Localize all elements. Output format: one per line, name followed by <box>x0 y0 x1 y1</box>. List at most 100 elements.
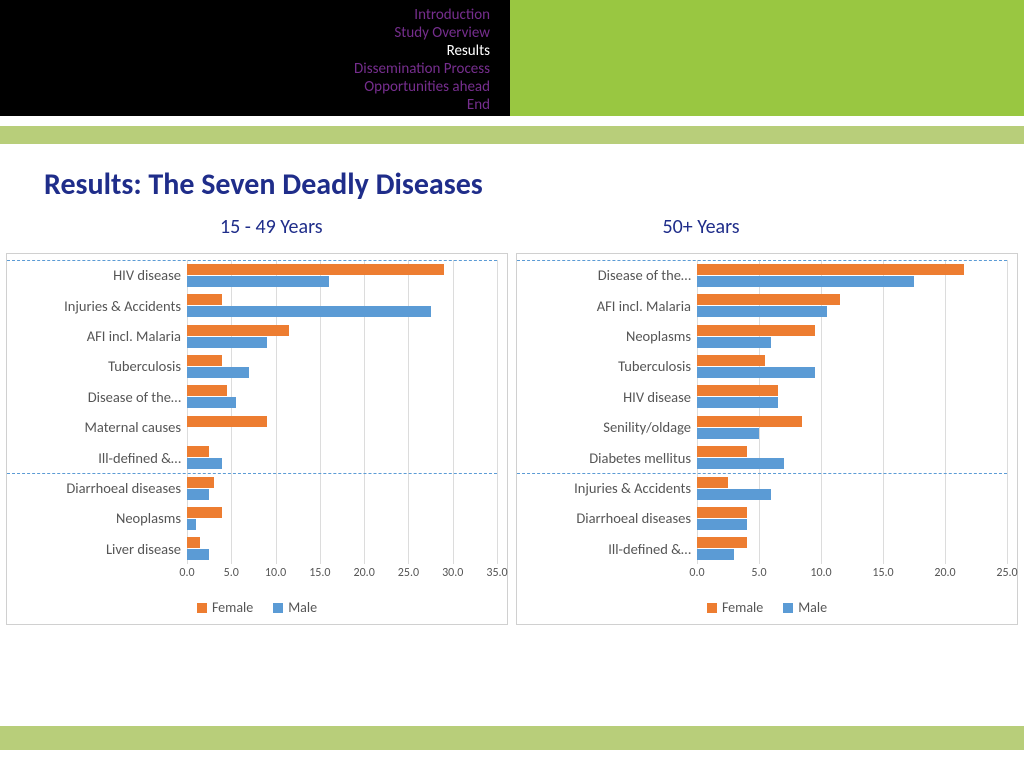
top-banner: IntroductionStudy OverviewResultsDissemi… <box>0 0 1024 116</box>
bar-male <box>697 276 914 287</box>
bar-male <box>697 519 747 530</box>
charts-container: HIV diseaseInjuries & AccidentsAFI incl.… <box>6 253 1018 625</box>
chart-left-title: 15 - 49 Years <box>220 215 323 239</box>
dashed-separator <box>7 260 497 261</box>
legend-swatch-female <box>197 603 207 613</box>
bar-row <box>187 351 497 381</box>
dashed-separator <box>517 473 1007 474</box>
bar-female <box>187 416 267 427</box>
separator-bar <box>0 126 1024 144</box>
chart-left: HIV diseaseInjuries & AccidentsAFI incl.… <box>6 253 508 625</box>
bar-male <box>697 397 778 408</box>
x-tick: 10.0 <box>265 566 286 580</box>
legend-label-male: Male <box>798 599 827 616</box>
bar-male <box>697 489 771 500</box>
bar-female <box>697 537 747 548</box>
bar-female <box>697 507 747 518</box>
category-label: Tuberculosis <box>7 351 187 381</box>
bar-row <box>697 260 1007 290</box>
page-title: Results: The Seven Deadly Diseases <box>44 166 1024 203</box>
legend-label-female: Female <box>722 599 763 616</box>
bar-female <box>187 294 222 305</box>
x-tick: 5.0 <box>751 566 766 580</box>
x-tick: 5.0 <box>224 566 239 580</box>
bar-row <box>697 351 1007 381</box>
legend-label-female: Female <box>212 599 253 616</box>
legend-swatch-male <box>273 603 283 613</box>
bar-row <box>187 260 497 290</box>
bar-row <box>697 382 1007 412</box>
category-label: Diarrhoeal diseases <box>7 473 187 503</box>
bar-female <box>697 264 964 275</box>
bar-female <box>697 294 840 305</box>
bar-row <box>697 503 1007 533</box>
nav-item-4[interactable]: Opportunities ahead <box>364 78 490 96</box>
category-label: Diabetes mellitus <box>517 442 697 472</box>
bar-female <box>697 355 765 366</box>
category-label: HIV disease <box>7 260 187 290</box>
subtitles: 15 - 49 Years 50+ Years <box>0 215 1024 239</box>
bar-female <box>697 385 778 396</box>
bar-male <box>697 306 827 317</box>
category-label: Neoplasms <box>7 503 187 533</box>
x-tick: 20.0 <box>354 566 375 580</box>
bar-row <box>697 412 1007 442</box>
x-tick: 0.0 <box>689 566 704 580</box>
nav-box: IntroductionStudy OverviewResultsDissemi… <box>0 0 510 116</box>
bar-row <box>187 442 497 472</box>
category-label: AFI incl. Malaria <box>517 290 697 320</box>
category-label: Diarrhoeal diseases <box>517 503 697 533</box>
category-label: AFI incl. Malaria <box>7 321 187 351</box>
bar-female <box>187 385 227 396</box>
x-tick: 25.0 <box>398 566 419 580</box>
bar-male <box>697 337 771 348</box>
bar-female <box>187 537 200 548</box>
nav-item-3[interactable]: Dissemination Process <box>354 60 490 78</box>
bar-female <box>187 355 222 366</box>
bar-male <box>187 276 329 287</box>
dashed-separator <box>517 260 1007 261</box>
bar-row <box>187 382 497 412</box>
bar-female <box>187 507 222 518</box>
bottom-bar <box>0 726 1024 750</box>
bar-male <box>187 549 209 560</box>
bar-female <box>187 325 289 336</box>
green-banner <box>510 0 1024 116</box>
bar-row <box>187 290 497 320</box>
category-label: Injuries & Accidents <box>7 290 187 320</box>
bar-row <box>187 503 497 533</box>
x-tick: 20.0 <box>934 566 955 580</box>
x-tick: 35.0 <box>486 566 507 580</box>
category-label: Neoplasms <box>517 321 697 351</box>
category-label: Liver disease <box>7 534 187 564</box>
bar-male <box>697 428 759 439</box>
nav-item-1[interactable]: Study Overview <box>394 24 490 42</box>
category-label: HIV disease <box>517 382 697 412</box>
category-label: Ill-defined &… <box>7 442 187 472</box>
bar-row <box>187 412 497 442</box>
nav-item-5[interactable]: End <box>467 96 490 114</box>
category-label: Ill-defined &… <box>517 534 697 564</box>
chart-right: Disease of the…AFI incl. MalariaNeoplasm… <box>516 253 1018 625</box>
legend-item-female: Female <box>707 599 763 616</box>
legend: Female Male <box>7 599 507 616</box>
legend-item-male: Male <box>783 599 827 616</box>
legend-item-female: Female <box>197 599 253 616</box>
bar-male <box>697 458 784 469</box>
category-label: Injuries & Accidents <box>517 473 697 503</box>
bar-male <box>187 306 431 317</box>
bar-female <box>187 477 214 488</box>
bar-row <box>187 473 497 503</box>
category-label: Disease of the… <box>517 260 697 290</box>
bar-male <box>187 519 196 530</box>
nav-item-2[interactable]: Results <box>447 42 490 60</box>
bar-row <box>697 442 1007 472</box>
legend-swatch-female <box>707 603 717 613</box>
x-tick: 10.0 <box>810 566 831 580</box>
bar-row <box>187 534 497 564</box>
nav-item-0[interactable]: Introduction <box>414 6 490 24</box>
legend-label-male: Male <box>288 599 317 616</box>
bar-female <box>187 446 209 457</box>
x-tick: 30.0 <box>442 566 463 580</box>
category-label: Tuberculosis <box>517 351 697 381</box>
